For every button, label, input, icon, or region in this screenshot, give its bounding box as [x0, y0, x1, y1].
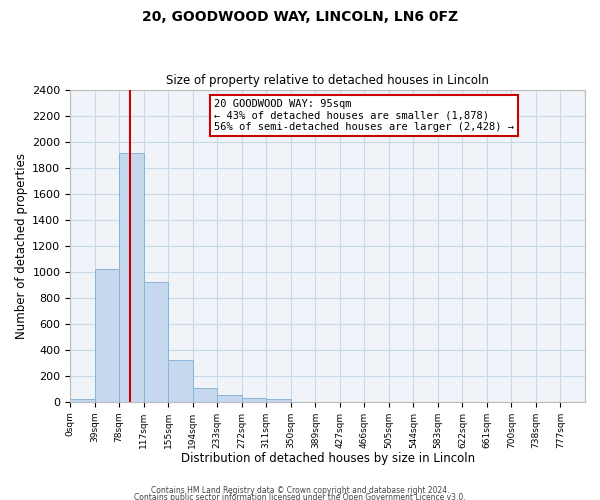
Bar	[217, 395, 242, 402]
X-axis label: Distribution of detached houses by size in Lincoln: Distribution of detached houses by size …	[181, 452, 475, 465]
Bar	[119, 154, 143, 402]
Y-axis label: Number of detached properties: Number of detached properties	[15, 152, 28, 338]
Text: 20, GOODWOOD WAY, LINCOLN, LN6 0FZ: 20, GOODWOOD WAY, LINCOLN, LN6 0FZ	[142, 10, 458, 24]
Bar	[168, 360, 193, 402]
Bar	[266, 399, 291, 402]
Bar	[70, 399, 95, 402]
Text: 20 GOODWOOD WAY: 95sqm
← 43% of detached houses are smaller (1,878)
56% of semi-: 20 GOODWOOD WAY: 95sqm ← 43% of detached…	[214, 99, 514, 132]
Bar	[193, 388, 217, 402]
Text: Contains public sector information licensed under the Open Government Licence v3: Contains public sector information licen…	[134, 494, 466, 500]
Bar	[95, 269, 119, 402]
Title: Size of property relative to detached houses in Lincoln: Size of property relative to detached ho…	[166, 74, 489, 87]
Text: Contains HM Land Registry data © Crown copyright and database right 2024.: Contains HM Land Registry data © Crown c…	[151, 486, 449, 495]
Bar	[242, 398, 266, 402]
Bar	[143, 282, 168, 402]
